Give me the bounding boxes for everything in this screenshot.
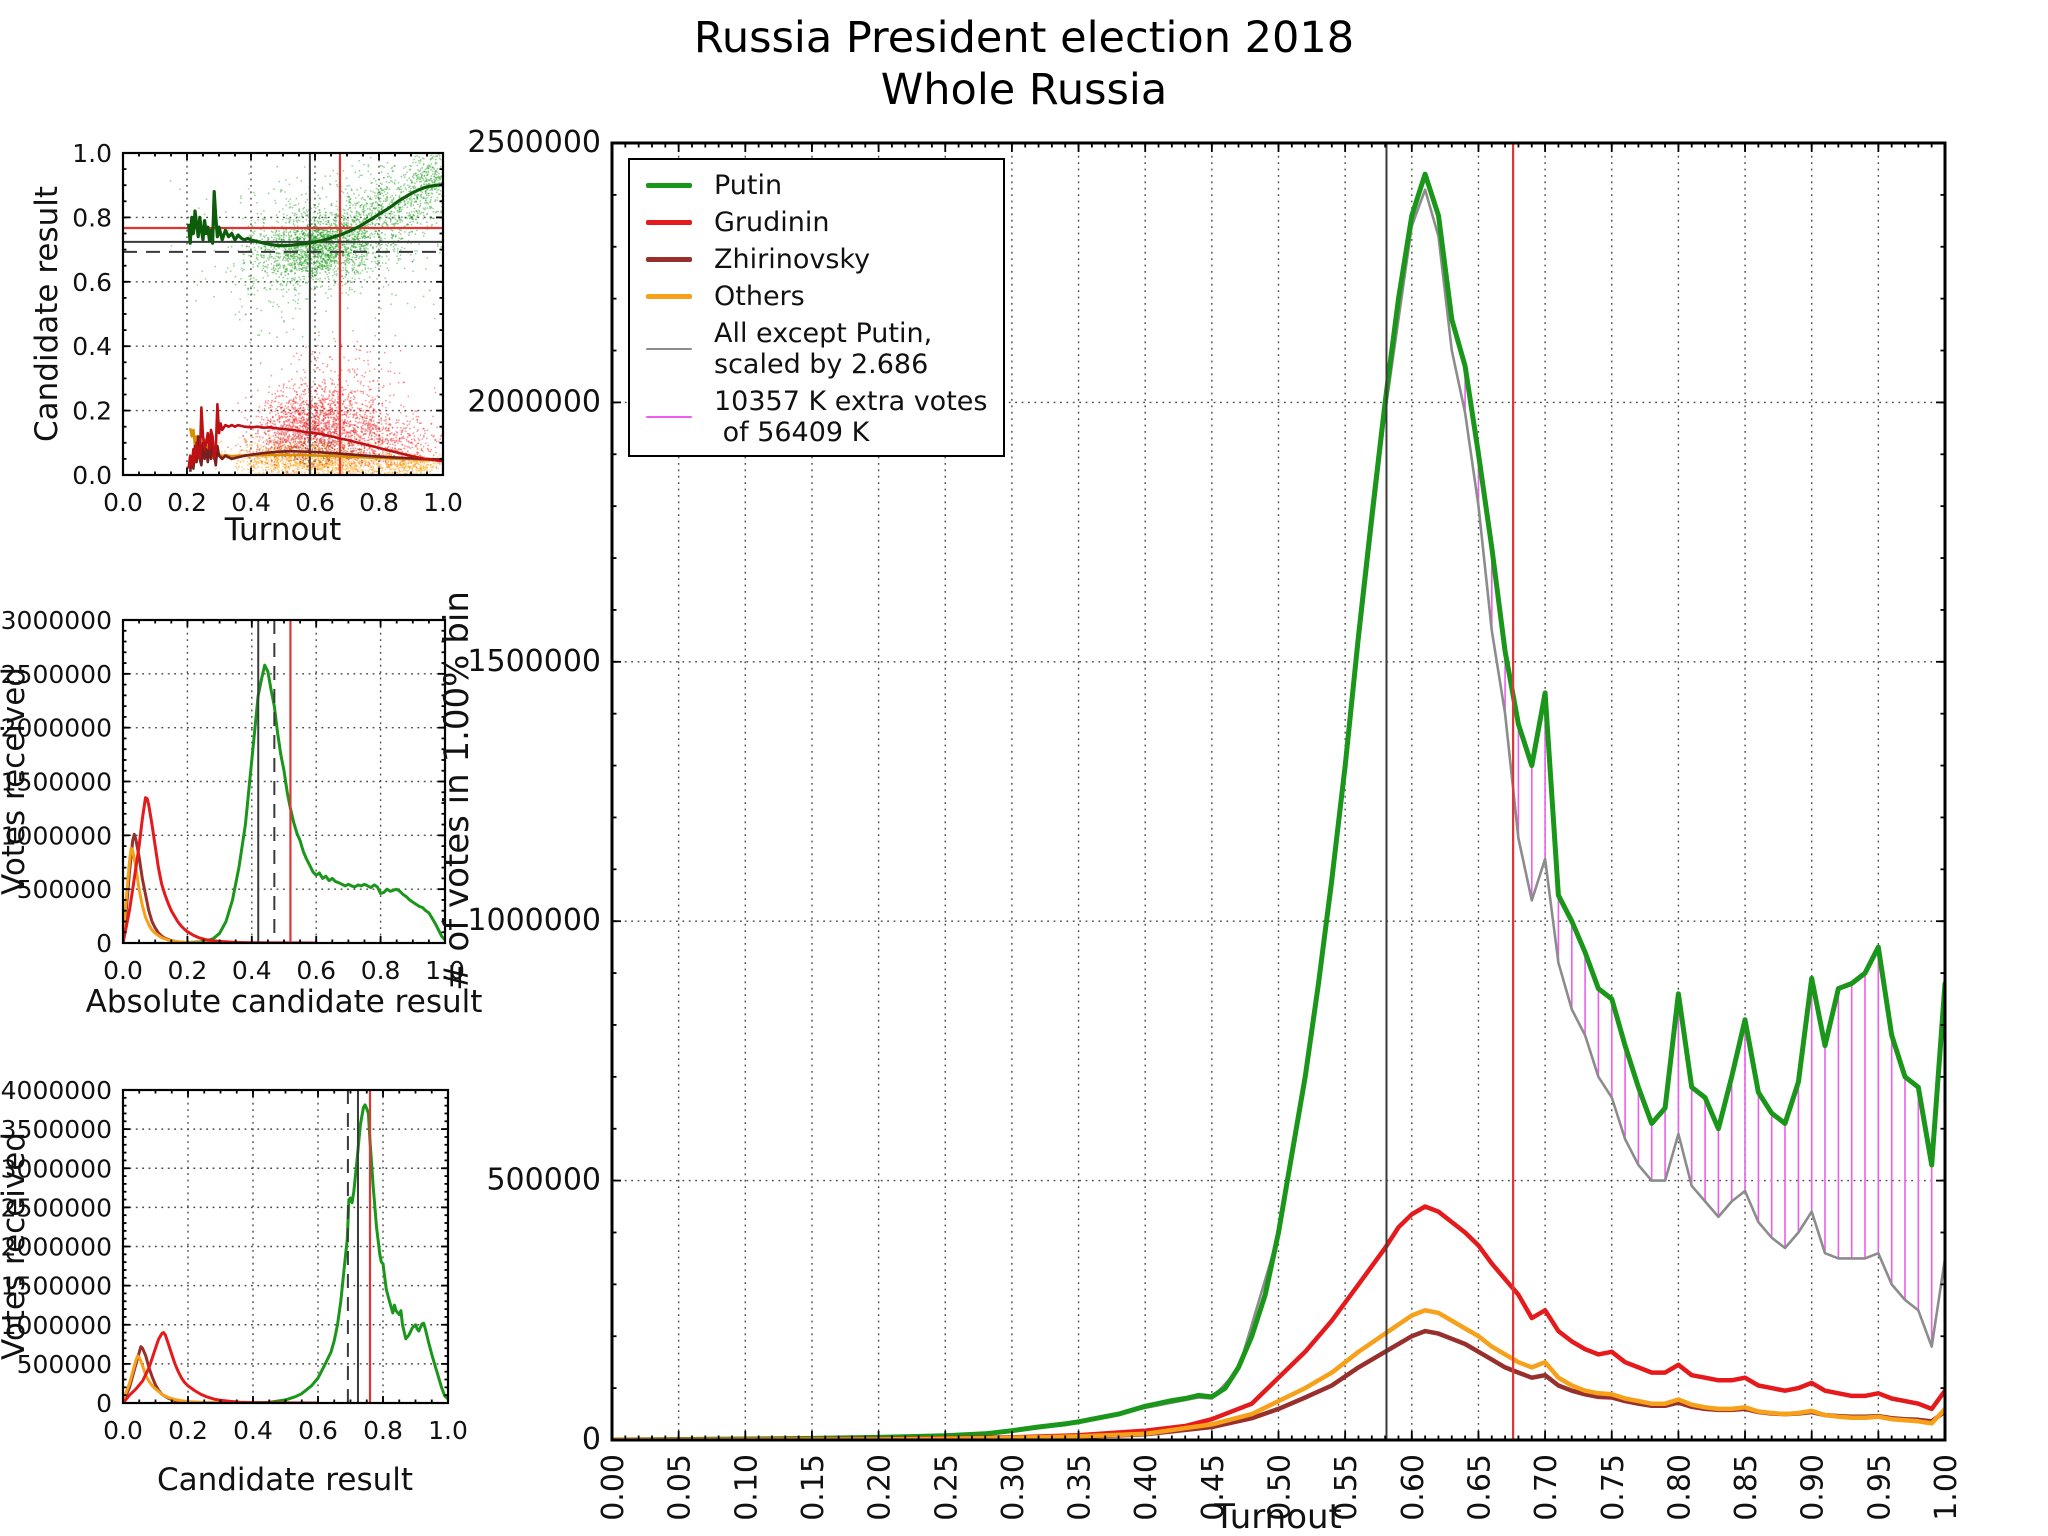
legend-label: 10357 K extra votes (714, 386, 988, 417)
putin-line-swatch (646, 183, 692, 188)
candidate-result-series-others (123, 1354, 239, 1403)
legend-label: Others (714, 281, 805, 312)
legend: Putin Grudinin Zhirinovsky Others All ex… (628, 158, 1005, 457)
candidate-result-ticks (122, 1089, 449, 1404)
legend-label: All except Putin, (714, 318, 933, 349)
turnout-scatter-tick-labels: 0.0 0.2 0.4 0.6 0.8 1.00.00.20.40.60.81.0 (72, 139, 463, 517)
all-except-putin-line-swatch (646, 347, 692, 351)
candidate-result-grid (123, 1090, 448, 1403)
figure-title: Russia President election 2018 Whole Rus… (0, 12, 2048, 116)
main-turnout-histogram-ticks (611, 142, 1946, 1441)
legend-item-zhirinovsky: Zhirinovsky (646, 244, 999, 275)
turnout-scatter-grid (123, 153, 443, 475)
absolute-result-series-putin (185, 663, 445, 943)
absolute-result-series-grudinin (123, 796, 318, 943)
zhirinovsky-line-swatch (646, 257, 692, 262)
candidate-result-ylabel: Votes received (0, 1132, 32, 1360)
candidate-result-tick-labels: 0.0 0.2 0.4 0.6 0.8 1.00500000100000015000002… (1, 1076, 468, 1445)
main-turnout-histogram: 0.00 0.05 0.10 0.15 0.20 0.25 0.30 0.35 0.40 0.45… (437, 125, 1964, 1536)
main-turnout-histogram-series-putin (612, 171, 1945, 1440)
turnout-scatter-xlabel: Turnout (224, 512, 342, 548)
legend-label: Zhirinovsky (714, 244, 871, 275)
main-turnout-histogram-grid (612, 143, 1945, 1440)
turnout-scatter-grudinin-trend (187, 402, 443, 469)
candidate-result-series-grudinin (123, 1331, 320, 1403)
absolute-result-grid (123, 620, 445, 943)
legend-item-extra-votes: 10357 K extra votes of 56409 K (646, 386, 999, 448)
main-turnout-histogram-series-others (612, 1308, 1945, 1440)
legend-label: Putin (714, 170, 783, 201)
turnout-scatter-putin-trend (187, 183, 443, 248)
legend-item-putin: Putin (646, 170, 999, 201)
figure-title-line1: Russia President election 2018 (693, 13, 1355, 63)
turnout-scatter: 0.0 0.2 0.4 0.6 0.8 1.00.00.20.40.60.81.0Turn… (29, 139, 463, 548)
legend-item-others: Others (646, 281, 999, 312)
legend-item-grudinin: Grudinin (646, 207, 999, 238)
absolute-result-xlabel: Absolute candidate result (86, 984, 483, 1020)
others-line-swatch (646, 294, 692, 299)
legend-label: Grudinin (714, 207, 830, 238)
main-turnout-histogram-series-grudinin (612, 1204, 1945, 1440)
turnout-scatter-ylabel: Candidate result (29, 186, 65, 442)
turnout-scatter-zhirinovsky-trend (188, 435, 443, 472)
grudinin-line-swatch (646, 220, 692, 225)
absolute-result: 0.0 0.2 0.4 0.6 0.8 1.00500000100000015000002… (0, 606, 482, 1020)
turnout-scatter-ticks (122, 152, 444, 476)
figure-title-line2: Whole Russia (880, 65, 1168, 115)
candidate-result-series-putin (251, 1103, 448, 1403)
main-turnout-histogram-ylabel: # of votes in 1.00% bin (437, 591, 477, 991)
candidate-result: 0.0 0.2 0.4 0.6 0.8 1.00500000100000015000002… (0, 1076, 468, 1498)
main-turnout-histogram-xlabel: Turnout (1213, 1497, 1342, 1536)
absolute-result-ticks (122, 619, 446, 944)
legend-item-all-except-putin: All except Putin, scaled by 2.686 (646, 318, 999, 380)
absolute-result-ylabel: Votes received (0, 667, 32, 895)
absolute-result-tick-labels: 0.0 0.2 0.4 0.6 0.8 1.00500000100000015000002… (1, 606, 465, 985)
candidate-result-xlabel: Candidate result (157, 1462, 413, 1498)
main-turnout-histogram-tick-labels: 0.00 0.05 0.10 0.15 0.20 0.25 0.30 0.35 0.40 0.45… (467, 125, 1964, 1521)
turnout-scatter-points (169, 153, 443, 475)
extra-votes-line-swatch (646, 415, 692, 419)
